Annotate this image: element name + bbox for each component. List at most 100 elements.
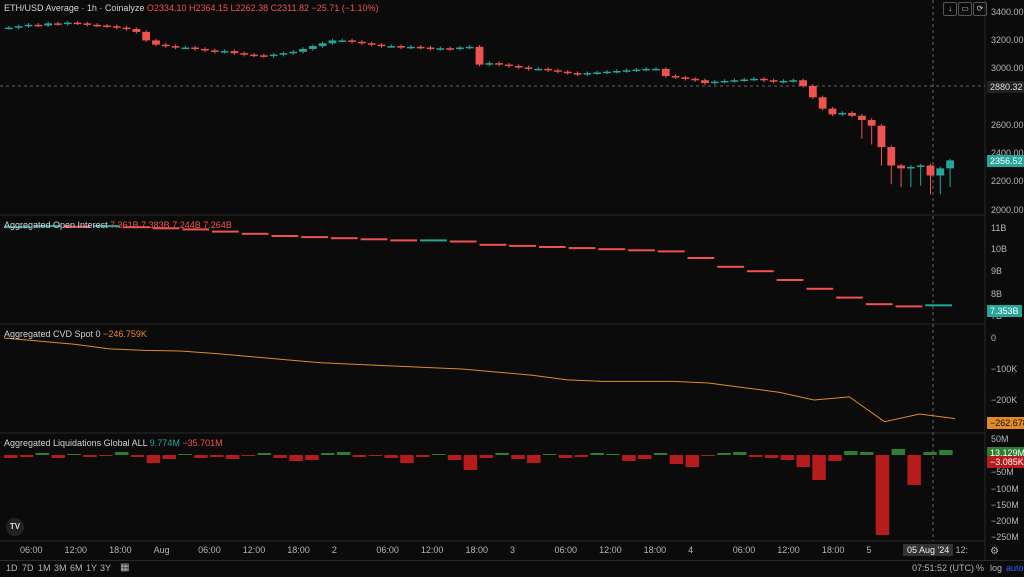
liq-bar: [225, 455, 240, 459]
refresh-icon[interactable]: ⟳: [973, 2, 987, 16]
candle-body: [328, 40, 337, 44]
time-tick: 18:00: [465, 545, 488, 555]
candle-body: [103, 25, 111, 28]
liq-bar: [431, 454, 446, 455]
tf-3m[interactable]: 3M: [54, 563, 67, 573]
candle-body: [93, 24, 102, 27]
maximize-icon[interactable]: ▭: [958, 2, 972, 16]
calendar-icon[interactable]: ▦: [120, 562, 130, 573]
candle-body: [475, 46, 484, 65]
ohlc-open: O2334.10: [146, 3, 187, 13]
liq-bar: [384, 455, 398, 458]
candle-body: [181, 47, 190, 50]
candle-body: [142, 31, 151, 41]
candle-body: [897, 165, 905, 169]
oi-label[interactable]: Aggregated Open Interest: [4, 220, 108, 230]
candle-body: [563, 71, 572, 74]
tf-1m[interactable]: 1M: [38, 563, 51, 573]
candle-body: [112, 26, 121, 28]
cvd-label[interactable]: Aggregated CVD Spot 0: [4, 329, 101, 339]
tf-6m[interactable]: 6M: [70, 563, 83, 573]
tradingview-logo[interactable]: TV: [6, 518, 24, 536]
liq-val-1: 9.774M: [149, 438, 180, 448]
tf-1y[interactable]: 1Y: [86, 563, 98, 573]
oi-mark: [628, 249, 655, 252]
liq-label[interactable]: Aggregated Liquidations Global ALL: [4, 438, 148, 448]
candle-body: [818, 97, 827, 109]
candle-body: [367, 43, 376, 45]
candle-body: [505, 64, 513, 67]
candle-body: [906, 166, 915, 169]
time-tick: 18:00: [821, 545, 845, 555]
oi-mark: [241, 232, 269, 235]
oi-tick: 10B: [991, 244, 1008, 254]
tf-3y[interactable]: 3Y: [100, 563, 112, 573]
cvd-line: [3, 337, 956, 423]
liq-tick: −250M: [991, 532, 1019, 542]
candle-body: [759, 78, 768, 81]
liq-pane-legend: Aggregated Liquidations Global ALL 9.774…: [4, 438, 223, 448]
percent-toggle[interactable]: %: [976, 563, 985, 573]
candle-body: [299, 48, 307, 52]
oi-val-2: 7.383B: [141, 220, 170, 230]
utc-clock[interactable]: 07:51:52 (UTC): [912, 563, 975, 573]
ohlc-low: L2262.38: [230, 3, 269, 13]
liq-tick: −150M: [991, 500, 1019, 510]
liq-bar: [352, 455, 367, 457]
settings-gear-icon[interactable]: ⚙: [990, 546, 999, 557]
arrow-down-icon[interactable]: ↓: [943, 2, 957, 16]
liq-bar: [321, 453, 335, 455]
oi-mark: [746, 270, 774, 273]
symbol-title[interactable]: ETH/USD Average · 1h · Coinalyze: [4, 3, 145, 13]
liq-bar: [130, 455, 145, 457]
oi-mark: [806, 287, 834, 290]
candle-body: [642, 68, 651, 71]
liq-bar: [479, 455, 493, 458]
candle-body: [240, 53, 249, 55]
liq-bar: [669, 455, 684, 464]
auto-toggle[interactable]: auto: [1006, 563, 1024, 573]
oi-mark: [93, 225, 120, 228]
oi-mark: [330, 237, 358, 240]
candle-body: [132, 29, 141, 32]
candle-body: [603, 71, 611, 74]
candle-body: [632, 69, 641, 72]
chart-header: ETH/USD Average · 1h · Coinalyze O2334.1…: [4, 3, 379, 13]
candle-body: [485, 63, 494, 65]
liq-bar: [812, 455, 826, 480]
cvd-tick: 0: [991, 333, 997, 343]
log-toggle[interactable]: log: [990, 563, 1003, 573]
tf-7d[interactable]: 7D: [22, 563, 34, 573]
footer-divider: [0, 560, 1024, 561]
candle-body: [779, 80, 788, 83]
oi-mark: [598, 248, 626, 251]
candle-body: [63, 22, 72, 25]
liq-bar: [748, 455, 763, 457]
liq-bar: [463, 455, 478, 470]
candle-body: [416, 46, 425, 49]
candle-body: [230, 51, 239, 54]
oi-tick: 11B: [991, 223, 1007, 233]
liq-bar: [638, 455, 652, 459]
time-tick: 18:00: [643, 545, 667, 555]
cvd-last-badge: −262.678K: [987, 417, 1024, 429]
oi-mark: [925, 304, 953, 307]
cvd-val: −246.759K: [103, 329, 147, 339]
liq-bar: [574, 455, 589, 457]
tf-1d[interactable]: 1D: [6, 563, 18, 573]
candle-body: [357, 41, 366, 44]
liq-bar: [606, 454, 620, 455]
candle-body: [122, 27, 131, 30]
liq-tick: −50M: [991, 467, 1014, 477]
candle-body: [348, 40, 356, 42]
candle-body: [44, 23, 53, 26]
time-tick: 18:00: [109, 545, 132, 555]
oi-val-1: 7.361B: [110, 220, 139, 230]
candle-body: [24, 24, 33, 27]
candle-body: [83, 23, 92, 25]
liq-tick: 50M: [991, 434, 1009, 444]
liq-bar: [733, 452, 747, 455]
time-tick: 06:00: [376, 545, 399, 555]
candle-body: [446, 48, 454, 50]
